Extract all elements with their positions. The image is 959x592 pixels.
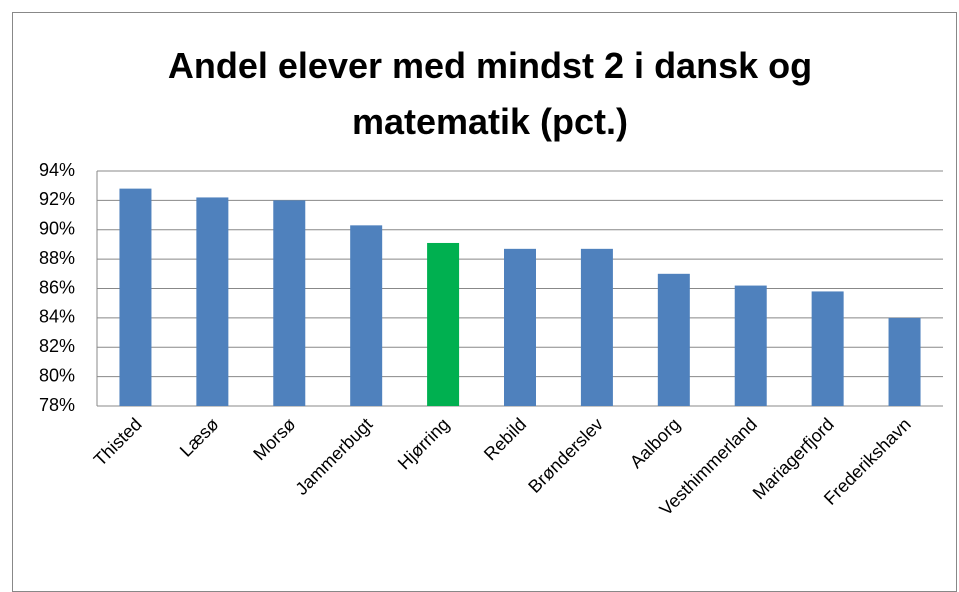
y-tick-label: 82% bbox=[39, 336, 75, 356]
bar bbox=[888, 317, 921, 406]
y-tick-label: 88% bbox=[39, 248, 75, 268]
x-tick-label: Hjørring bbox=[394, 414, 453, 473]
y-tick-label: 92% bbox=[39, 189, 75, 209]
chart-title: Andel elever med mindst 2 i dansk og mat… bbox=[167, 45, 813, 142]
bar bbox=[350, 225, 383, 406]
bar bbox=[196, 197, 229, 406]
bar bbox=[504, 248, 536, 406]
y-tick-label: 86% bbox=[39, 277, 75, 297]
x-tick-label: Brønderslev bbox=[524, 414, 607, 497]
y-tick-label: 80% bbox=[39, 365, 75, 385]
bar bbox=[580, 248, 613, 406]
y-tick-label: 94% bbox=[39, 160, 75, 180]
x-tick-label: Rebild bbox=[480, 414, 530, 464]
bar bbox=[811, 291, 844, 406]
y-tick-label: 84% bbox=[39, 307, 75, 327]
y-tick-label: 90% bbox=[39, 219, 75, 239]
x-tick-label: Thisted bbox=[90, 414, 146, 470]
bar bbox=[119, 188, 152, 406]
bar bbox=[734, 285, 767, 406]
x-tick-label: Læsø bbox=[176, 414, 223, 461]
x-tick-label: Morsø bbox=[249, 414, 299, 464]
bar bbox=[657, 273, 690, 406]
bar bbox=[273, 200, 306, 406]
x-tick-label: Jammerbugt bbox=[291, 414, 376, 499]
y-tick-label: 78% bbox=[39, 395, 75, 415]
x-tick-label: Aalborg bbox=[626, 414, 684, 472]
bar bbox=[427, 242, 460, 406]
